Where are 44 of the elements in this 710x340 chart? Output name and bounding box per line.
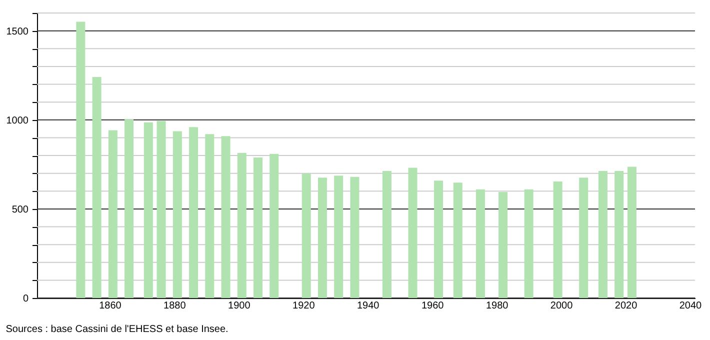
bar: [76, 22, 86, 298]
bar: [498, 192, 508, 298]
bar: [334, 176, 344, 298]
bar: [524, 189, 534, 298]
bar: [205, 134, 214, 298]
x-tick-label: 1900: [228, 300, 251, 312]
bar: [350, 176, 360, 298]
bar: [408, 168, 418, 298]
bar: [434, 180, 444, 298]
bar: [92, 76, 102, 298]
bar: [627, 166, 636, 298]
bar: [302, 174, 311, 298]
bar: [189, 127, 198, 298]
x-tick-label: 1920: [292, 300, 316, 312]
bar: [221, 136, 230, 298]
bar: [270, 154, 279, 298]
bar: [318, 178, 327, 298]
bar: [144, 122, 153, 298]
bar: [254, 157, 262, 298]
x-tick-label: 1940: [356, 300, 380, 312]
bar: [453, 182, 462, 298]
x-tick-label: 1980: [486, 300, 509, 312]
bar: [598, 170, 608, 298]
bar: [172, 131, 182, 298]
x-tick-label: 2000: [550, 300, 574, 312]
bar: [553, 182, 562, 298]
bar: [124, 119, 134, 298]
x-tick-label: 1960: [421, 300, 444, 312]
bar: [382, 170, 392, 298]
x-tick-label: 2040: [679, 300, 702, 312]
x-tick-label: 1860: [99, 300, 122, 312]
y-tick-label: 1500: [6, 26, 29, 38]
y-tick-label: 1000: [6, 115, 29, 126]
bar: [476, 189, 485, 298]
bar: [579, 178, 588, 298]
bar: [156, 120, 166, 298]
x-tick-label: 2020: [614, 300, 638, 312]
bar: [614, 170, 624, 298]
x-tick-label: 1880: [164, 300, 186, 312]
y-tick-label: 500: [12, 204, 29, 216]
source-note: Sources : base Cassini de l'EHESS et base Insee.: [6, 324, 228, 335]
y-tick-label: 0: [22, 294, 29, 304]
bar: [237, 152, 246, 298]
bar: [108, 130, 118, 298]
